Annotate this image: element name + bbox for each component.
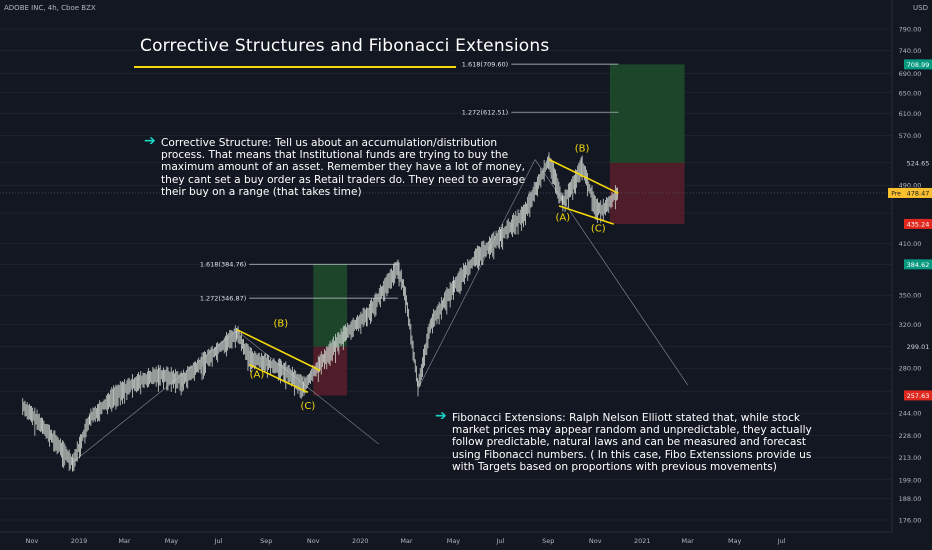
wave-label: (C) [591, 224, 606, 235]
projection-line [417, 159, 536, 389]
time-tick-label: Mar [400, 537, 413, 545]
price-axis-bg [892, 0, 932, 550]
time-tick-label: Nov [589, 537, 602, 545]
fib-level-label: 1.272(612.51) [462, 109, 508, 117]
time-tick-label: 2021 [634, 537, 651, 545]
price-badge: 478.47 [907, 189, 930, 197]
wave-label: (C) [300, 401, 315, 412]
fib-level-label: 1.618(384.76) [200, 261, 246, 269]
time-tick-label: Sep [542, 537, 554, 545]
pre-badge: Pre [891, 190, 901, 197]
profit-zone [313, 264, 348, 347]
time-tick-label: Jul [777, 537, 786, 545]
currency-label[interactable]: USD [913, 4, 928, 12]
price-tick-label: 320.00 [899, 321, 922, 329]
time-tick-label: May [447, 537, 461, 545]
wave-label: (A) [250, 370, 265, 381]
price-tick-label: 790.00 [899, 26, 922, 34]
time-axis[interactable]: Nov 2019 Mar May Jul Sep Nov 2020 Mar May Jul Sep No… [0, 531, 892, 545]
price-tick-label: 280.00 [899, 365, 922, 373]
pre-badge-bg [888, 187, 904, 198]
price-badge-bg [904, 187, 932, 198]
arrow-right-icon: ➔ [144, 133, 156, 149]
profit-zone [609, 64, 685, 163]
price-tick-label: 213.00 [899, 454, 922, 462]
price-badge: 435.24 [907, 220, 930, 228]
channel-line [248, 363, 309, 394]
time-tick-label: May [728, 537, 742, 545]
price-badge: 524.65 [907, 159, 930, 167]
price-tick-label: 244.00 [899, 410, 922, 418]
candle-series [22, 152, 618, 472]
price-axis[interactable]: 176.00 188.00 199.00 213.00 228.00 244.00 280.… [888, 0, 932, 550]
arrow-right-icon: ➔ [435, 408, 447, 424]
time-tick-label: Sep [260, 537, 272, 545]
title-underline [134, 66, 456, 68]
corrective-structure-text: Corrective Structure: Tell us about an a… [161, 137, 526, 198]
price-badge: 299.01 [907, 343, 930, 351]
channel-line [548, 158, 619, 195]
price-tick-label: 570.00 [899, 132, 922, 140]
wave-label: (B) [274, 319, 289, 330]
position-zones [0, 64, 892, 396]
price-badge-bg [904, 218, 932, 229]
chart-title: Corrective Structures and Fibonacci Exte… [140, 36, 550, 56]
price-badge: 257.63 [907, 392, 930, 400]
channel-line [558, 205, 614, 225]
price-tick-label: 690.00 [899, 70, 922, 78]
price-tick-label: 490.00 [899, 182, 922, 190]
price-badge: 384.62 [907, 261, 930, 269]
channel-line [236, 328, 321, 372]
wave-label: (B) [575, 144, 590, 155]
time-tick-label: Nov [26, 537, 39, 545]
projection-line [236, 330, 379, 445]
projection-line [534, 159, 688, 386]
symbol-label: ADOBE INC, 4h, Cboe BZX [4, 4, 96, 12]
time-tick-label: 2020 [352, 537, 369, 545]
time-tick-label: May [165, 537, 179, 545]
price-badge-bg [904, 390, 932, 401]
price-tick-label: 740.00 [899, 47, 922, 55]
price-tick-label: 188.00 [899, 495, 922, 503]
price-tick-label: 610.00 [899, 110, 922, 118]
price-badge: 708.99 [907, 61, 930, 69]
loss-zone [609, 162, 685, 224]
price-tick-label: 410.00 [899, 240, 922, 248]
fibonacci-extensions-text: Fibonacci Extensions: Ralph Nelson Ellio… [452, 412, 812, 473]
time-tick-label: 2019 [71, 537, 88, 545]
price-badge-bg [904, 59, 932, 70]
price-badge-bg [904, 341, 932, 352]
corrective-structure-note: ➔ Corrective Structure: Tell us about an… [144, 134, 541, 198]
time-tick-label: Mar [118, 537, 131, 545]
price-tick-label: 199.00 [899, 476, 922, 484]
price-tick-label: 650.00 [899, 89, 922, 97]
fib-level-label: 1.618(709.60) [462, 61, 508, 69]
time-tick-label: Mar [682, 537, 695, 545]
wave-label: (A) [556, 212, 571, 223]
price-badge-bg [904, 259, 932, 270]
price-badge-bg [904, 157, 932, 168]
time-tick-label: Nov [307, 537, 320, 545]
price-tick-label: 228.00 [899, 432, 922, 440]
corrective-channels [236, 158, 619, 394]
time-tick-label: Jul [214, 537, 223, 545]
price-tick-label: 176.00 [899, 517, 922, 525]
fibonacci-extensions-note: ➔ Fibonacci Extensions: Ralph Nelson Ell… [435, 409, 812, 473]
wave-labels: (A) (B) (C) (A) (B) (C) [250, 144, 606, 413]
fib-level-label: 1.272(346.87) [200, 295, 246, 303]
time-tick-label: Jul [496, 537, 505, 545]
fibonacci-levels: 1.618(384.76) 1.272(346.87) 1.618(709.60) 1… [200, 61, 619, 303]
price-tick-label: 350.00 [899, 292, 922, 300]
